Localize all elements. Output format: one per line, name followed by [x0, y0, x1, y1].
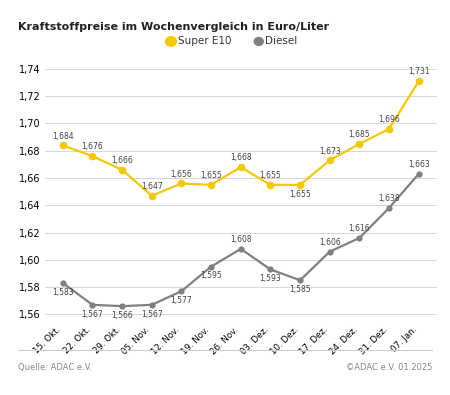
- Text: Diesel: Diesel: [265, 36, 297, 47]
- Text: Quelle: ADAC e.V.: Quelle: ADAC e.V.: [18, 363, 92, 372]
- Text: Super E10: Super E10: [178, 36, 231, 47]
- Text: 1,655: 1,655: [289, 190, 311, 199]
- Text: 1,616: 1,616: [349, 224, 370, 233]
- Text: 1,647: 1,647: [141, 182, 162, 191]
- Text: ©ADAC e.V. 01.2025: ©ADAC e.V. 01.2025: [346, 363, 432, 372]
- Text: 1,673: 1,673: [319, 147, 341, 156]
- Text: 1,696: 1,696: [378, 115, 400, 124]
- Text: 1,608: 1,608: [230, 235, 252, 244]
- Text: 1,655: 1,655: [200, 171, 222, 180]
- Text: 1,585: 1,585: [289, 285, 311, 294]
- Text: 1,638: 1,638: [378, 194, 400, 203]
- Text: 1,566: 1,566: [111, 311, 133, 320]
- Text: 1,583: 1,583: [52, 288, 74, 297]
- Text: 1,668: 1,668: [230, 153, 252, 162]
- Text: 1,655: 1,655: [260, 171, 281, 180]
- Text: 1,577: 1,577: [171, 296, 192, 305]
- Text: 1,656: 1,656: [171, 170, 192, 179]
- Text: 1,595: 1,595: [200, 271, 222, 280]
- Text: 1,676: 1,676: [81, 143, 104, 151]
- Text: 1,685: 1,685: [349, 130, 370, 139]
- Text: 1,666: 1,666: [111, 156, 133, 165]
- Text: 1,567: 1,567: [81, 310, 104, 319]
- Text: 1,606: 1,606: [319, 238, 341, 247]
- Text: 1,593: 1,593: [260, 274, 281, 283]
- Text: 1,684: 1,684: [52, 132, 74, 141]
- Text: 1,663: 1,663: [408, 160, 430, 169]
- Text: 1,731: 1,731: [408, 68, 429, 77]
- Text: Kraftstoffpreise im Wochenvergleich in Euro/Liter: Kraftstoffpreise im Wochenvergleich in E…: [18, 22, 329, 32]
- Text: 1,567: 1,567: [141, 310, 162, 319]
